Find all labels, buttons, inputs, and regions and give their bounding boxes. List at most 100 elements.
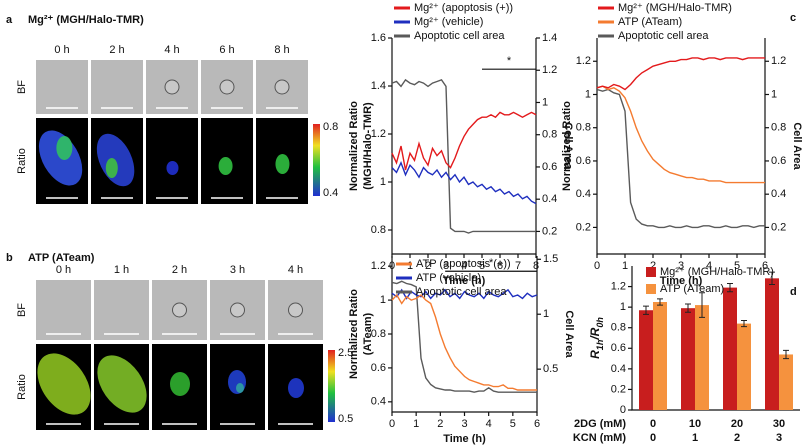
y2-tick-label: 1.2 [771,55,786,67]
x-tick-label: 0 [650,418,656,430]
bar [653,302,667,410]
panel-title: Mg²⁺ (MGH/Halo-TMR) [28,14,144,26]
y2-tick-label: 0.4 [771,188,786,200]
y2-tick-label: 1.2 [542,64,557,76]
series-line [596,85,765,184]
time-label: 2 h [172,264,187,276]
axis-frame [596,38,766,255]
bar [695,305,709,410]
y-axis-title-part: 1h [595,339,605,350]
legend-label: ATP (vehicle) [416,272,481,284]
y-tick-label: 1 [585,88,591,100]
y2-tick-label: 0.6 [542,161,557,173]
legend-swatch [646,267,656,277]
x-tick-label: 2 [734,432,740,444]
x-tick-label: 3 [776,432,782,444]
ratio-cell [97,355,147,413]
x-tick-label: 1 [622,260,628,272]
y-axis-title-part: /R [588,327,602,340]
y2-tick-label: 1.4 [542,32,557,44]
y-axis-title-part: 0h [595,317,605,328]
bf-cell [164,79,180,95]
panel-title: ATP (ATeam) [28,252,95,264]
legend-label: Apoptotic cell area [618,30,709,42]
bar [779,354,793,410]
bf-cell [288,302,303,318]
y-tick-label: 0.4 [576,188,591,200]
time-label: 0 h [56,264,71,276]
x-row-label: 2DG (mM) [574,418,626,430]
x-tick-label: 1 [407,260,413,272]
y2-tick-label: 1 [542,96,548,108]
y-tick-label: 0.6 [611,342,626,354]
y-tick-label: 1 [380,294,386,306]
y2-tick-label: 0.2 [542,225,557,237]
error-bar [783,349,789,360]
colorbar-label: 0.8 [323,121,338,133]
x-tick-label: 2 [650,260,656,272]
error-bar [643,305,649,315]
bar [737,323,751,410]
bf-image [91,60,143,114]
ratio-cell [37,353,91,415]
series-line [391,293,537,391]
x-tick-label: 4 [461,260,467,272]
x-tick-label: 6 [762,260,768,272]
y2-tick-label: 1 [543,308,549,320]
series-line [391,288,538,300]
x-tick-label: 10 [689,418,701,430]
significance-star: * [489,257,494,269]
y2-axis-title: Cell Area [563,310,575,358]
y-axis-title: (MGH/Halo-TMR) [362,102,374,190]
error-bar [699,292,705,318]
ratio-cell [288,378,304,398]
bf-image [94,280,149,340]
bar [639,310,653,410]
error-bar [657,298,663,306]
time-label: 6 h [219,44,234,56]
ratio-cell [236,383,244,393]
y-axis-title: (ATeam) [362,312,374,355]
legend-label: ATP (apoptosis (+)) [416,258,511,270]
row-label: BF [16,80,28,94]
panel-label: d [790,286,797,298]
series-line [391,160,537,205]
time-label: 3 h [230,264,245,276]
time-label: 4 h [288,264,303,276]
y-tick-label: 1 [380,176,386,188]
colorbar [328,350,335,422]
x-tick-label: 2 [437,418,443,430]
colorbar [313,124,320,196]
y2-tick-label: 1 [771,88,777,100]
series-line [391,78,536,234]
x-tick-label: 6 [534,418,540,430]
error-bar [685,303,691,313]
bf-image [36,60,88,114]
time-label: 0 h [54,44,69,56]
y2-tick-label: 0.5 [543,363,558,375]
y-tick-label: 0.8 [576,122,591,134]
y-tick-label: 1.2 [611,280,626,292]
x-tick-label: 5 [479,260,485,272]
ratio-cell [105,158,118,178]
ratio-cell [170,372,190,396]
x-tick-label: 1 [413,418,419,430]
y-tick-label: 0.8 [371,224,386,236]
ratio-cell [166,161,179,175]
legend-label: Apoptotic cell area [414,30,505,42]
panel-label: a [6,14,13,26]
bf-cell [172,302,187,318]
legend-label: Mg²⁺ (apoptosis (+)) [414,2,513,14]
bf-cell [230,302,245,318]
row-label: Ratio [16,374,28,400]
colorbar-label: 0.5 [338,413,353,425]
bar [765,278,779,410]
y-tick-label: 0 [620,404,626,416]
x-tick-label: 20 [731,418,743,430]
x-axis-title: Time (h) [443,275,486,287]
series-line [391,111,537,171]
time-label: 1 h [114,264,129,276]
legend-label: ATP (ATeam) [660,283,724,295]
y-tick-label: 0.2 [576,221,591,233]
